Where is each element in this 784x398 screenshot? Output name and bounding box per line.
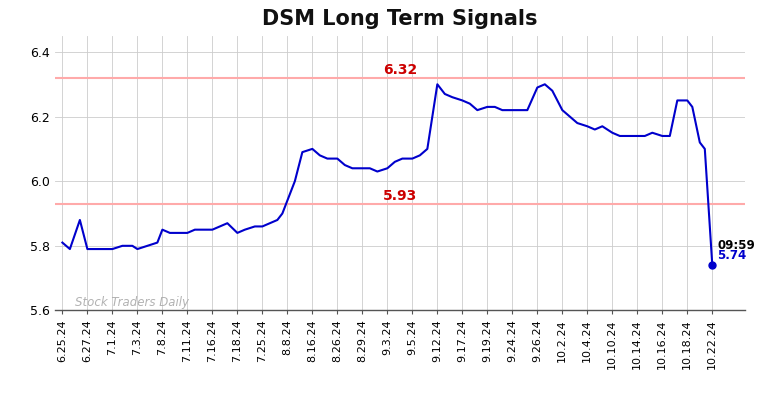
Text: 6.32: 6.32 bbox=[383, 63, 417, 77]
Title: DSM Long Term Signals: DSM Long Term Signals bbox=[262, 9, 538, 29]
Text: 5.93: 5.93 bbox=[383, 189, 417, 203]
Text: Stock Traders Daily: Stock Traders Daily bbox=[75, 296, 189, 308]
Text: 09:59: 09:59 bbox=[717, 239, 755, 252]
Text: 5.74: 5.74 bbox=[717, 249, 746, 262]
